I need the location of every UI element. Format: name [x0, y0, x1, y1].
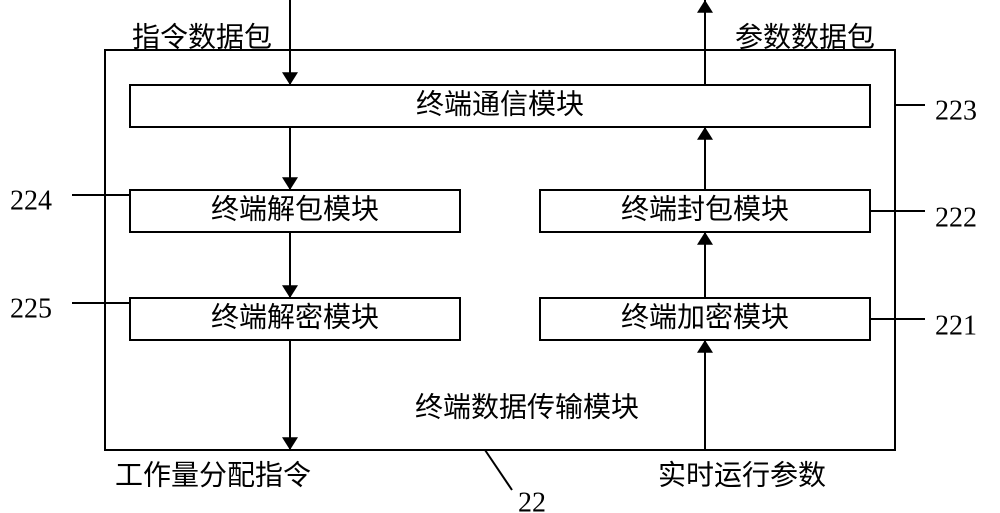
module-encrypt: 终端加密模块 — [540, 298, 870, 340]
arrow-in-left-top — [282, 0, 298, 85]
callout-221-label: 221 — [935, 310, 977, 341]
module-comm: 终端通信模块 — [130, 85, 870, 127]
arrow-encrypt-to-pack — [697, 232, 713, 298]
bottom-label-left: 工作量分配指令 — [115, 459, 311, 491]
arrow-in-right-bottom — [697, 340, 713, 450]
arrow-unpack-to-decrypt — [282, 232, 298, 298]
module-decrypt: 终端解密模块 — [130, 298, 460, 340]
callout-225-label: 225 — [10, 293, 52, 324]
callout-224-label: 224 — [10, 185, 52, 216]
callout-222-label: 222 — [935, 202, 977, 233]
module-decrypt-label: 终端解密模块 — [211, 301, 379, 333]
callout-22-label: 22 — [518, 487, 546, 513]
module-unpack-label: 终端解包模块 — [211, 193, 379, 225]
callout-22-leader — [485, 450, 512, 490]
module-comm-label: 终端通信模块 — [416, 88, 584, 120]
module-pack-label: 终端封包模块 — [621, 193, 789, 225]
callout-223-label: 223 — [935, 95, 977, 126]
bottom-label-right: 实时运行参数 — [658, 459, 826, 491]
arrow-pack-to-comm — [697, 127, 713, 190]
arrow-comm-to-unpack — [282, 127, 298, 190]
module-unpack: 终端解包模块 — [130, 190, 460, 232]
module-encrypt-label: 终端加密模块 — [621, 301, 789, 333]
arrow-out-right-top — [697, 0, 713, 85]
top-label-left: 指令数据包 — [132, 21, 272, 53]
arrow-decrypt-out-bottom — [282, 340, 298, 450]
top-label-right: 参数数据包 — [735, 21, 875, 53]
bottom-label-middle: 终端数据传输模块 — [415, 391, 639, 423]
module-pack: 终端封包模块 — [540, 190, 870, 232]
